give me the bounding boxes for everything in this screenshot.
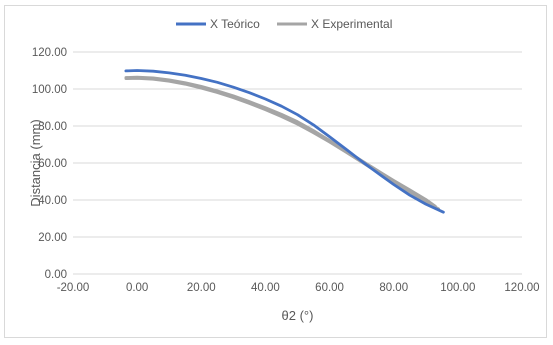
- x-tick-label: 100.00: [440, 282, 475, 294]
- x-tick-label: 0.00: [126, 282, 148, 294]
- y-tick-label: 20.00: [38, 232, 67, 244]
- x-tick-label: -20.00: [57, 282, 90, 294]
- series-line: [124, 69, 445, 214]
- y-tick-label: 40.00: [38, 195, 67, 207]
- x-tick-label: 80.00: [379, 282, 408, 294]
- legend: X Teórico X Experimental: [176, 17, 392, 31]
- y-tick-label: 0.00: [45, 269, 67, 281]
- x-axis-title: θ2 (°): [282, 308, 314, 323]
- y-tick-label: 80.00: [38, 121, 67, 133]
- y-tick-label: 60.00: [38, 158, 67, 170]
- series-line: [124, 76, 441, 211]
- legend-entry: X Experimental: [311, 17, 392, 31]
- x-tick-label: 20.00: [187, 282, 216, 294]
- series-line: [124, 75, 437, 208]
- y-axis-title: Distancia (mm): [28, 119, 43, 206]
- x-tick-label: 120.00: [504, 282, 539, 294]
- x-tick-label: 60.00: [315, 282, 344, 294]
- gridlines: [73, 51, 522, 275]
- y-tick-label: 120.00: [32, 47, 67, 59]
- series-layer: [124, 69, 445, 214]
- legend-entry: X Teórico: [210, 17, 260, 31]
- chart-area: [4, 5, 547, 338]
- y-tick-label: 100.00: [32, 84, 67, 96]
- x-tick-label: 40.00: [251, 282, 280, 294]
- tick-labels: 0.00 20.00 40.00 60.00 80.00 100.00 120.00 -20.…: [32, 47, 540, 294]
